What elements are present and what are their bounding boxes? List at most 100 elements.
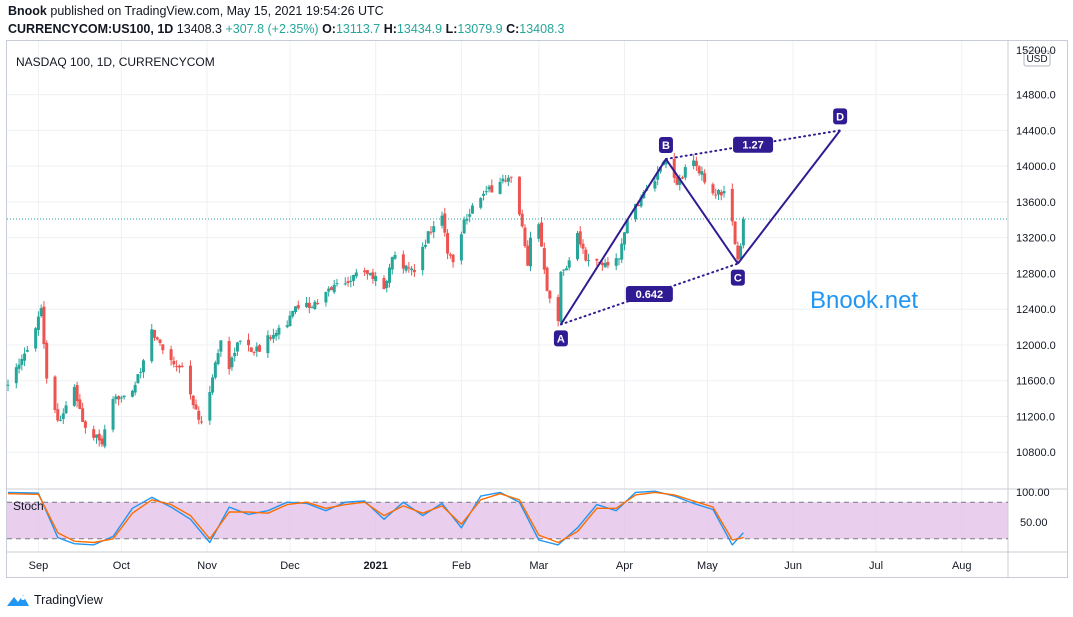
candle-body xyxy=(219,340,223,352)
price-tick-label: 12400.0 xyxy=(1016,304,1056,316)
candle-body xyxy=(45,342,49,379)
candle-body xyxy=(730,188,734,222)
candle-body xyxy=(247,339,251,346)
price-tick-label: 12000.0 xyxy=(1016,340,1056,352)
candle-body xyxy=(429,231,433,233)
ratio-line xyxy=(559,262,739,326)
candle-body xyxy=(714,194,718,196)
chart-title: NASDAQ 100, 1D, CURRENCYCOM xyxy=(16,55,215,69)
pattern-leg xyxy=(560,158,667,325)
candle-body xyxy=(520,213,524,227)
candle-body xyxy=(542,247,546,270)
candle-body xyxy=(678,178,682,185)
candle-body xyxy=(371,272,375,280)
candle-body xyxy=(390,257,394,270)
chart-frame xyxy=(6,40,1068,578)
candle-body xyxy=(490,185,494,193)
candle-body xyxy=(111,399,115,430)
candle-body xyxy=(504,180,508,182)
ratio-label: 0.642 xyxy=(636,289,664,301)
open-value: 13113.7 xyxy=(335,22,381,36)
candle-body xyxy=(249,347,253,352)
symbol-name[interactable]: CURRENCYCOM:US100, 1D xyxy=(8,22,174,36)
candle-body xyxy=(305,302,309,308)
candle-body xyxy=(703,173,707,183)
close-value: 13408.3 xyxy=(519,22,565,36)
pattern-point-badge xyxy=(833,108,848,125)
candle-body xyxy=(136,374,140,384)
candle-body xyxy=(313,301,317,309)
candle-body xyxy=(269,337,273,339)
footer-brand[interactable]: TradingView xyxy=(34,593,103,607)
open-label: O: xyxy=(322,22,336,36)
candle-body xyxy=(462,219,466,234)
candle-body xyxy=(407,267,411,269)
candle-body xyxy=(352,274,356,281)
candle-body xyxy=(465,218,469,221)
candle-body xyxy=(56,409,60,421)
tradingview-logo-icon[interactable] xyxy=(6,593,30,607)
candle-body xyxy=(97,433,101,441)
candle-body xyxy=(324,291,328,303)
candle-body xyxy=(327,288,331,292)
pattern-point-badge xyxy=(553,330,568,347)
time-tick-label: Apr xyxy=(616,560,633,572)
author-name[interactable]: Bnook xyxy=(8,4,47,18)
candle-body xyxy=(368,273,372,275)
candle-body xyxy=(119,397,123,399)
candle-body xyxy=(506,177,510,182)
time-tick-label: Oct xyxy=(113,560,130,572)
candle-body xyxy=(567,260,571,268)
currency-badge[interactable]: USD xyxy=(1023,50,1051,67)
stoch-tick-50: 50.00 xyxy=(1020,517,1048,529)
candle-body xyxy=(556,297,560,322)
candle-body xyxy=(139,371,143,373)
time-tick-label: 2021 xyxy=(363,560,387,572)
candle-body xyxy=(233,352,237,357)
candle-body xyxy=(141,360,145,373)
candle-body xyxy=(349,280,353,282)
candle-body xyxy=(103,429,107,447)
pattern-point-badge xyxy=(658,137,673,154)
candle-body xyxy=(23,353,27,361)
harmonic-pattern[interactable]: 0.642 1.27 A B C D xyxy=(553,108,848,347)
stoch-label: Stoch xyxy=(13,499,44,513)
candle-body xyxy=(133,384,137,393)
time-tick-label: Jul xyxy=(869,560,883,572)
price-tick-label: 10800.0 xyxy=(1016,447,1056,459)
stoch-band-fill xyxy=(7,502,1008,539)
candle-body xyxy=(421,246,425,271)
candle-body xyxy=(482,193,486,196)
candle-body xyxy=(562,269,566,271)
candle-body xyxy=(694,160,698,167)
candle-body xyxy=(733,221,737,245)
candle-body xyxy=(501,178,505,182)
price-tick-label: 14800.0 xyxy=(1016,90,1056,102)
candle-body xyxy=(614,258,618,266)
candle-body xyxy=(130,390,134,397)
candle-body xyxy=(172,360,176,365)
candle-body xyxy=(470,205,474,214)
candle-body xyxy=(83,421,87,428)
candle-body xyxy=(681,177,685,179)
candle-body xyxy=(584,249,588,261)
candle-body xyxy=(255,346,259,352)
candle-body xyxy=(741,219,745,246)
high-value: 13434.9 xyxy=(396,22,443,36)
price-tick-label: 13200.0 xyxy=(1016,233,1056,245)
candle-body xyxy=(451,254,455,263)
candle-body xyxy=(578,231,582,245)
candle-body xyxy=(316,303,320,305)
stoch-lines xyxy=(7,490,744,546)
candle-body xyxy=(332,284,336,293)
candle-body xyxy=(440,215,444,226)
candle-body xyxy=(191,395,195,406)
candle-body xyxy=(401,254,405,269)
candle-body xyxy=(100,438,104,445)
close-label: C: xyxy=(506,22,520,36)
candle-body xyxy=(587,260,591,262)
candle-body xyxy=(719,191,723,196)
candle-body xyxy=(122,395,126,398)
candle-body xyxy=(180,365,184,367)
